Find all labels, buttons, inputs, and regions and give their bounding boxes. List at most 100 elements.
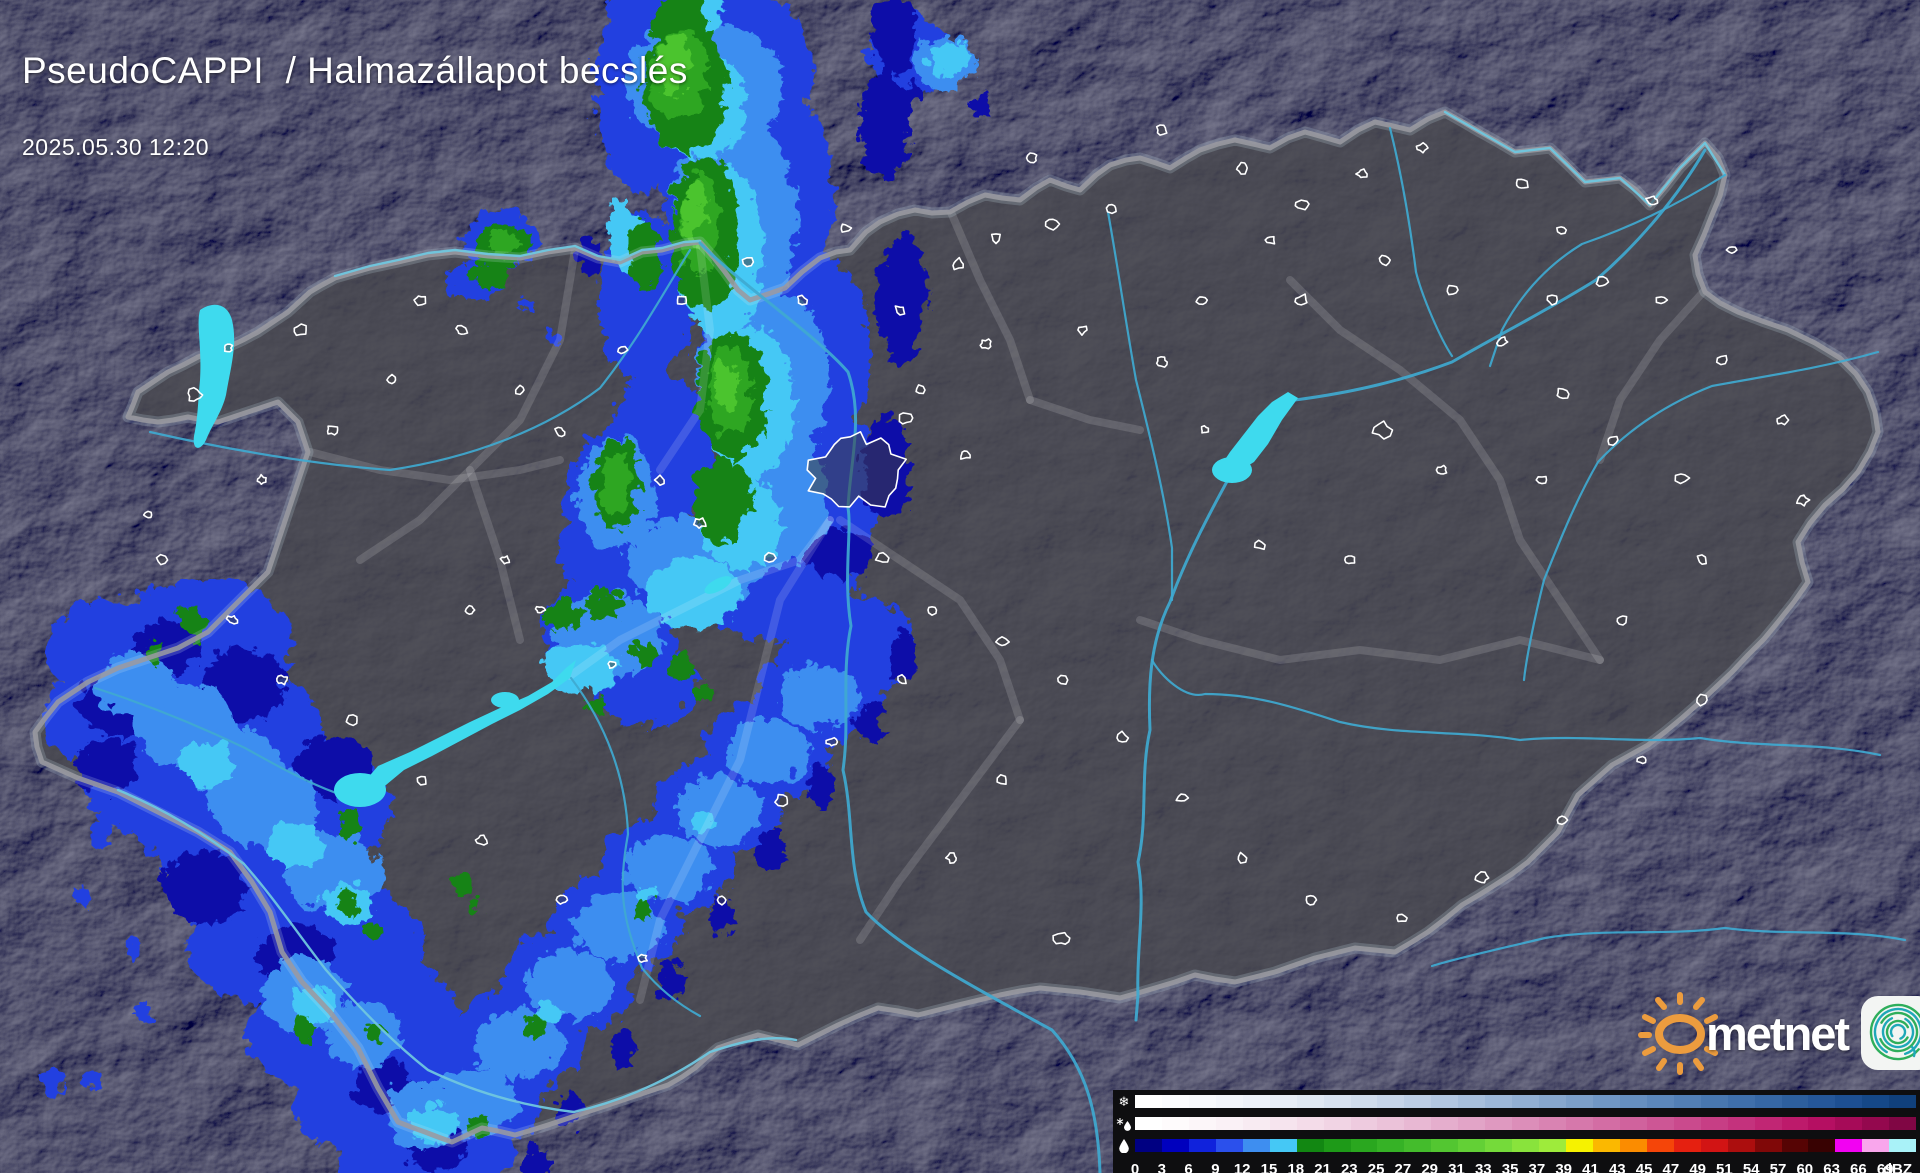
city-outline: [1378, 254, 1391, 267]
metnet-logo: metnet: [1636, 990, 1920, 1076]
city-outline: [1795, 494, 1811, 507]
city-outline: [676, 295, 688, 306]
city-outline: [607, 660, 617, 670]
sleet-scale-bar: [1135, 1117, 1917, 1130]
city-outline: [1655, 296, 1669, 305]
city-outline: [1595, 275, 1610, 288]
city-outline: [825, 736, 839, 747]
danube-border-river: [333, 239, 702, 278]
sio-river: [569, 676, 702, 1018]
drava-border-river: [116, 788, 798, 1114]
city-outline: [1546, 294, 1558, 306]
sajo-river: [1388, 126, 1454, 358]
city-outline: [763, 551, 777, 564]
snow-scale-bar: [1135, 1095, 1917, 1108]
city-outline: [1025, 152, 1038, 164]
northeast-border-river: [1443, 110, 1727, 207]
lake-ferto: [193, 304, 235, 448]
city-outline: [1105, 203, 1117, 215]
city-outline: [1556, 226, 1568, 235]
lake-velence: [704, 576, 732, 594]
raindrop-icon: [1113, 1138, 1135, 1153]
city-outline: [1556, 387, 1570, 400]
city-outline: [1645, 195, 1659, 206]
city-outline: [275, 674, 289, 686]
city-outline: [1305, 894, 1318, 906]
product-title: PseudoCAPPI / Halmazállapot becslés: [22, 50, 688, 91]
city-outline: [534, 605, 547, 614]
zala-river: [93, 686, 347, 798]
legend-row-sleet: [1113, 1117, 1917, 1131]
koros-river: [1150, 658, 1882, 757]
city-outline: [1607, 435, 1619, 447]
dbz-legend-panel: ❄ 0 3 6 9 12 15 18 21 23 25 27 29 31 33 35 37 39 41 43 45 47…: [1113, 1090, 1920, 1173]
rivers: [93, 126, 1907, 1173]
city-outline: [1155, 124, 1168, 136]
city-outline: [1344, 555, 1356, 565]
city-outline: [293, 323, 307, 337]
city-outline: [555, 894, 569, 905]
city-outline: [840, 223, 853, 233]
city-outline: [386, 373, 397, 385]
city-outline: [1371, 420, 1394, 440]
city-outline: [225, 614, 239, 625]
legend-row-rain: [1113, 1138, 1917, 1153]
city-outline: [1674, 473, 1691, 485]
city-outline: [1057, 674, 1069, 686]
city-outline: [1415, 141, 1429, 154]
radar-precipitation-layer: [37, 0, 984, 1173]
city-outline: [1200, 424, 1210, 434]
city-outline: [979, 338, 992, 350]
szamos-river: [1522, 350, 1880, 682]
city-outline: [774, 793, 789, 808]
city-outline: [1535, 475, 1548, 485]
city-outline: [554, 426, 566, 438]
city-outline: [142, 510, 153, 519]
city-outline: [1195, 296, 1209, 306]
city-outline: [413, 295, 427, 307]
city-outline: [155, 553, 169, 566]
snowflake-icon: ❄: [1118, 1094, 1130, 1109]
city-outline: [1237, 851, 1248, 864]
city-outline: [1044, 218, 1061, 231]
city-outline: [1235, 161, 1248, 175]
city-outline: [898, 412, 914, 425]
tisza-river: [1293, 148, 1707, 402]
city-outline: [1294, 293, 1308, 306]
city-outline: [915, 384, 926, 395]
sleet-icon: [1113, 1117, 1135, 1131]
city-outline: [1496, 336, 1509, 347]
city-outline: [1616, 615, 1628, 626]
legend-tick-labels: 0 3 6 9 12 15 18 21 23 25 27 29 31 33 35 37 39 41 43 45 47 49…: [1130, 1161, 1912, 1173]
city-outline: [464, 604, 476, 616]
country-border: [35, 112, 1878, 1142]
city-outlines: [142, 124, 1811, 964]
lake-balaton: [352, 660, 576, 800]
city-outline: [944, 852, 958, 865]
city-outline: [952, 256, 965, 271]
timestamp: 2025.05.30 12:20: [22, 134, 210, 160]
capital-city-outline: [806, 430, 908, 508]
city-outline: [1264, 235, 1276, 245]
danube-river: [698, 241, 1102, 1173]
city-outline: [1474, 870, 1490, 884]
city-outline: [416, 775, 427, 786]
city-outline: [927, 605, 938, 617]
city-outline: [474, 834, 489, 846]
city-outline: [187, 386, 204, 402]
city-outline: [616, 345, 629, 355]
city-outline: [1725, 246, 1738, 254]
city-outline: [1696, 554, 1707, 566]
city-outline: [326, 425, 339, 436]
city-outline: [1355, 168, 1368, 179]
city-outline: [256, 473, 267, 486]
city-outline: [796, 294, 809, 306]
city-outline: [1077, 325, 1088, 337]
lakes: [193, 304, 1298, 807]
city-outline: [1155, 355, 1168, 368]
city-outline: [499, 555, 511, 565]
logo-wordmark: metnet: [1706, 1006, 1850, 1060]
lake-balaton-west-basin: [334, 773, 386, 807]
city-outline: [1294, 199, 1310, 211]
